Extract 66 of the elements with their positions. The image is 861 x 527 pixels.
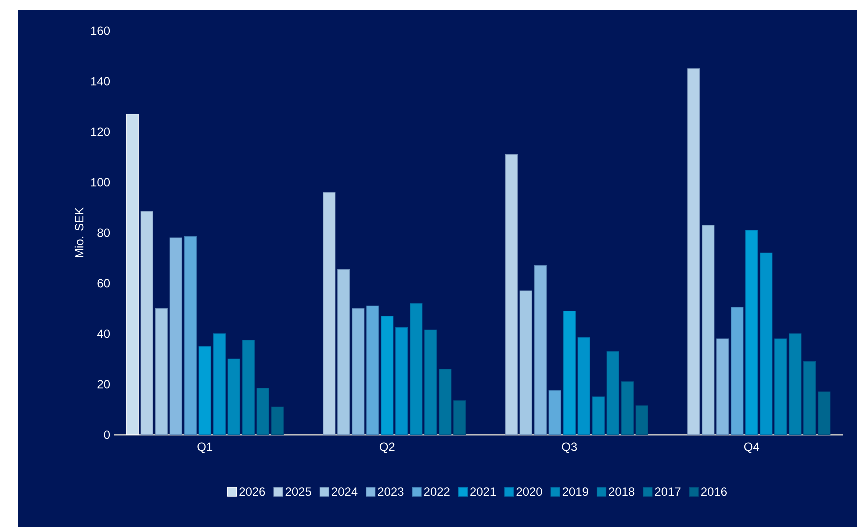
bar <box>198 346 212 435</box>
bar <box>352 308 365 435</box>
bar <box>170 238 182 435</box>
bar <box>424 330 438 435</box>
bar <box>774 338 788 435</box>
bar <box>563 310 576 435</box>
bar <box>242 340 255 435</box>
bar <box>621 382 634 435</box>
bar <box>228 358 240 435</box>
bar <box>366 306 380 435</box>
bar <box>520 290 532 435</box>
bar <box>578 337 590 435</box>
bar <box>271 406 284 435</box>
y-tick-label: 80 <box>98 228 110 238</box>
bar <box>323 192 336 435</box>
bar <box>184 236 197 435</box>
y-tick-label: 140 <box>91 77 110 86</box>
bar <box>505 154 518 435</box>
legend-label: 2020 <box>516 488 542 496</box>
y-tick-label: 20 <box>98 380 110 389</box>
y-tick-label: 160 <box>91 26 110 36</box>
legend-label: 2018 <box>609 488 635 496</box>
y-tick-label: 100 <box>91 178 110 187</box>
bar <box>804 361 816 435</box>
bar <box>381 316 394 435</box>
y-tick-label: 40 <box>97 330 110 338</box>
bar <box>606 351 620 435</box>
y-tick-label: 120 <box>91 128 110 136</box>
bar <box>410 303 423 435</box>
bar <box>818 392 831 435</box>
bar <box>213 334 226 435</box>
x-tick-label: Q3 <box>562 442 578 454</box>
x-tick-label: Q2 <box>380 442 395 454</box>
bar <box>789 334 802 435</box>
bar <box>439 369 452 435</box>
legend-label: 2025 <box>286 488 312 496</box>
bar <box>688 68 700 435</box>
bar <box>746 230 758 435</box>
y-tick-label: 0 <box>104 430 110 440</box>
legend-label: 2024 <box>332 488 358 496</box>
bar <box>126 114 139 435</box>
bar <box>731 307 744 435</box>
legend-label: 2016 <box>702 488 727 496</box>
legend-label: 2017 <box>655 488 681 496</box>
legend-label: 2023 <box>378 488 404 496</box>
y-tick-label: 60 <box>98 279 110 288</box>
bar <box>396 327 408 435</box>
bar <box>548 390 562 435</box>
bar <box>592 396 605 435</box>
y-axis-title: Mio. SEK <box>74 208 84 258</box>
legend-label: 2019 <box>562 488 588 496</box>
legend-label: 2021 <box>470 488 496 496</box>
x-tick-label: Q4 <box>744 442 760 454</box>
bar <box>454 400 466 435</box>
x-tick-label: Q1 <box>198 442 213 454</box>
bar <box>702 225 715 435</box>
bar <box>716 338 730 435</box>
legend-label: 2022 <box>424 488 450 496</box>
bar <box>760 252 773 435</box>
bar <box>140 211 154 435</box>
bar <box>155 308 168 435</box>
bar <box>256 388 270 435</box>
legend-label: 2026 <box>240 488 266 496</box>
bar <box>534 266 547 435</box>
bar <box>338 269 350 435</box>
bar <box>636 406 648 435</box>
